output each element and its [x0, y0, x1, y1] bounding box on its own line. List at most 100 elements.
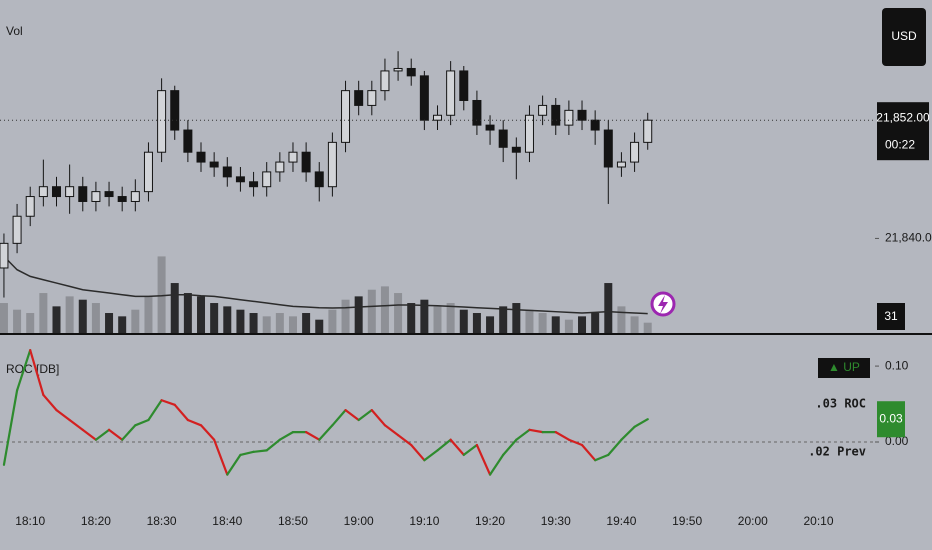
volume-bar [380, 286, 389, 333]
candle-body [341, 90, 351, 143]
candle-body [209, 161, 219, 168]
candle-body [65, 186, 75, 198]
volume-bar [499, 306, 508, 333]
volume-bar [512, 303, 521, 333]
volume-bar [486, 316, 495, 333]
candle-body [301, 151, 311, 173]
roc-title: ROC [DB] [6, 362, 59, 376]
volume-bar [525, 309, 534, 333]
volume-bar [407, 303, 416, 333]
alert-bolt [658, 295, 668, 314]
candle-body [222, 166, 232, 178]
volume-title: Vol [6, 24, 23, 38]
roc-segment [173, 403, 189, 422]
candle-body [577, 109, 587, 121]
roc-segment [213, 438, 229, 476]
volume-bar [131, 309, 140, 333]
roc-segment [278, 431, 295, 441]
roc-segment [147, 399, 163, 422]
x-tick-label: 19:10 [409, 514, 439, 528]
volume-bar [91, 303, 100, 333]
roc-segment [252, 449, 268, 453]
candle-body [0, 242, 9, 269]
roc-segment [423, 449, 439, 462]
candle-body [603, 129, 613, 168]
volume-last-label: 31 [884, 309, 898, 323]
volume-bar [315, 319, 324, 333]
last-price-box [877, 102, 929, 161]
roc-segment [370, 409, 387, 427]
volume-bar [210, 303, 219, 333]
last-price-label: 21,852.00 [876, 110, 930, 124]
trend-label: ▲ UP [828, 360, 860, 374]
currency-label[interactable]: USD [891, 29, 917, 43]
roc-segment [462, 443, 479, 456]
roc-segment [449, 438, 465, 456]
roc-segment [502, 438, 518, 456]
roc-segment [436, 438, 452, 452]
last-value-box [877, 401, 905, 438]
candle-body [459, 70, 469, 101]
volume-bar [157, 256, 166, 333]
candle-body [12, 215, 22, 244]
volume-bar [236, 309, 245, 333]
roc-segment [554, 431, 570, 441]
candle-body [143, 151, 153, 193]
volume-bar [223, 306, 232, 333]
roc-segment [199, 424, 216, 441]
volume-last-box [877, 303, 905, 330]
roc-segment [620, 425, 636, 441]
candle-body [511, 146, 521, 153]
candle-body [183, 129, 193, 153]
x-tick-label: 19:50 [672, 514, 702, 528]
candle-body [551, 104, 561, 126]
candle-body [419, 75, 429, 121]
volume-bar [578, 316, 587, 333]
x-tick-label: 19:00 [344, 514, 374, 528]
x-tick-label: 18:10 [15, 514, 45, 528]
roc-segment [2, 389, 19, 466]
candle-body [157, 90, 167, 153]
candle-body [406, 67, 416, 77]
roc-segment [55, 409, 71, 422]
candle-body [616, 161, 626, 168]
candle-body [643, 119, 653, 143]
roc-segment [633, 418, 649, 428]
volume-bar [249, 313, 258, 333]
volume-bar [105, 313, 114, 333]
roc-segment [160, 399, 176, 406]
candle-body [446, 70, 456, 116]
candle-body [314, 171, 324, 188]
roc-segment [305, 431, 321, 441]
roc-segment [594, 453, 610, 462]
x-tick-label: 18:30 [147, 514, 177, 528]
candle-body [393, 67, 403, 72]
volume-bar [591, 313, 600, 333]
roc-segment [475, 443, 492, 476]
volume-bar [0, 303, 8, 333]
roc-segment [607, 438, 623, 456]
candle-body [630, 141, 640, 163]
volume-bar [643, 322, 652, 333]
roc-segment [567, 438, 584, 447]
volume-bar [13, 309, 22, 333]
candle-body [590, 119, 600, 131]
candle-body [485, 124, 495, 131]
volume-bar [341, 299, 350, 333]
volume-bar [78, 299, 87, 333]
volume-bar [328, 309, 337, 333]
roc-segment [383, 424, 400, 437]
volume-bar [65, 296, 74, 333]
candle-body [498, 129, 508, 148]
roc-segment [580, 443, 597, 462]
x-tick-label: 19:20 [475, 514, 505, 528]
volume-bar [118, 316, 127, 333]
volume-bar [197, 296, 206, 333]
y-tick-label: 0.00 [885, 434, 909, 448]
roc-label: .03 ROC [815, 397, 866, 411]
countdown-label: 00:22 [885, 137, 915, 151]
roc-segment [239, 450, 255, 456]
currency-button[interactable] [882, 8, 926, 66]
candle-body [117, 196, 127, 202]
trend-box [818, 358, 870, 378]
